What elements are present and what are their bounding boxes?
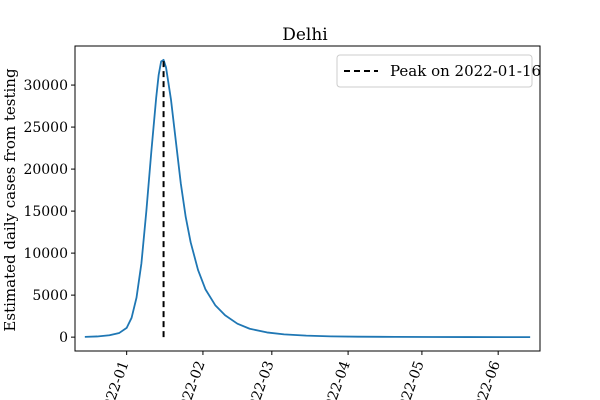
y-tick-label: 5000: [32, 288, 68, 304]
x-tick-label: 2022-01: [97, 359, 132, 400]
series-line: [84, 58, 531, 339]
legend-box: [336, 54, 533, 88]
x-tick-label: 2022-03: [243, 359, 278, 400]
axes-frame: [74, 45, 541, 352]
x-tick-label: 2022-05: [393, 359, 428, 400]
y-tick-label: 15000: [23, 204, 68, 220]
x-tick-label: 2022-02: [174, 359, 209, 400]
y-tick-label: 10000: [23, 246, 68, 262]
x-tick-label: 2022-04: [319, 359, 354, 400]
y-tick-label: 0: [59, 330, 68, 346]
y-tick-label: 30000: [23, 78, 68, 94]
chart-title: Delhi: [282, 25, 328, 45]
y-tick-label: 25000: [23, 120, 68, 136]
legend-label: Peak on 2022-01-16: [390, 62, 541, 80]
x-tick-label: 2022-06: [469, 359, 504, 400]
legend: Peak on 2022-01-16: [336, 54, 541, 88]
plot-area: 0 5000 10000 15000 20000 25000 30000 2022-01 202…: [23, 45, 541, 400]
y-tick-label: 20000: [23, 162, 68, 178]
y-axis-label: Estimated daily cases from testing: [1, 68, 19, 332]
